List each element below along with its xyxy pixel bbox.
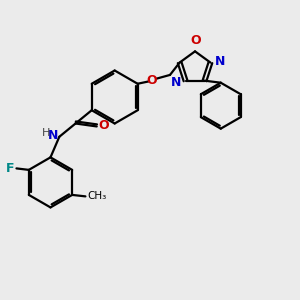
Text: N: N <box>48 129 58 142</box>
Text: N: N <box>171 76 181 88</box>
Text: N: N <box>215 55 225 68</box>
Text: O: O <box>190 34 201 47</box>
Text: H: H <box>41 128 50 138</box>
Text: O: O <box>99 119 110 132</box>
Text: O: O <box>146 74 157 87</box>
Text: F: F <box>6 162 15 175</box>
Text: CH₃: CH₃ <box>87 191 106 201</box>
